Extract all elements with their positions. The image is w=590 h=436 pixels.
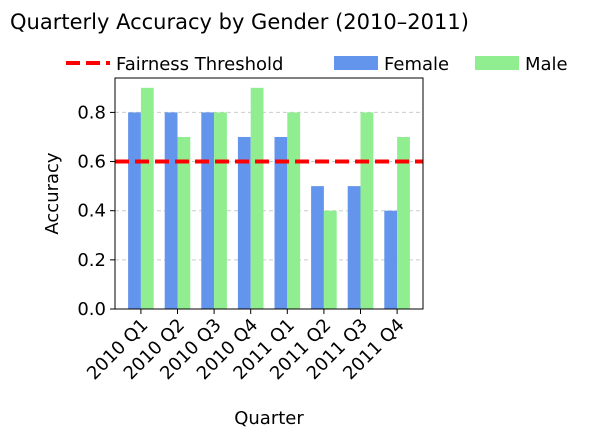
y-axis-label: Accuracy <box>42 152 63 235</box>
y-tick-label: 0.0 <box>77 299 106 320</box>
legend-swatch-male <box>475 56 519 70</box>
bar-male-2011-q4 <box>397 136 410 309</box>
bar-male-2011-q1 <box>287 112 301 309</box>
bar-female-2011-q2 <box>311 186 324 309</box>
bar-male-2010-q2 <box>177 136 191 309</box>
bar-male-2010-q1 <box>140 87 154 309</box>
legend-label-male: Male <box>525 54 568 75</box>
y-tick-label: 0.6 <box>77 152 106 173</box>
x-axis-label: Quarter <box>234 408 304 429</box>
legend-label-threshold: Fairness Threshold <box>116 54 283 75</box>
bar-female-2011-q3 <box>347 186 361 309</box>
bar-female-2010-q3 <box>201 112 215 309</box>
bar-female-2010-q4 <box>237 136 251 309</box>
y-tick-label: 0.4 <box>77 201 106 222</box>
y-tick-label: 0.2 <box>77 250 106 271</box>
bar-female-2011-q1 <box>274 136 288 309</box>
legend: Fairness Threshold Female Male <box>66 54 568 75</box>
bar-male-2010-q3 <box>214 112 227 309</box>
chart-title: Quarterly Accuracy by Gender (2010–2011) <box>10 10 469 34</box>
bar-female-2010-q2 <box>164 112 178 309</box>
bars <box>128 87 410 309</box>
bar-male-2010-q4 <box>250 87 264 309</box>
y-tick-label: 0.8 <box>77 102 106 123</box>
y-axis: 0.0 0.2 0.4 0.6 0.8 <box>77 102 115 320</box>
gridlines <box>115 111 423 261</box>
bar-male-2011-q2 <box>323 210 337 309</box>
plot-frame <box>114 77 424 310</box>
bar-female-2011-q4 <box>384 210 398 309</box>
legend-label-female: Female <box>384 54 449 75</box>
legend-swatch-female <box>334 56 378 70</box>
bar-male-2011-q3 <box>360 112 374 309</box>
bar-female-2010-q1 <box>128 112 141 309</box>
